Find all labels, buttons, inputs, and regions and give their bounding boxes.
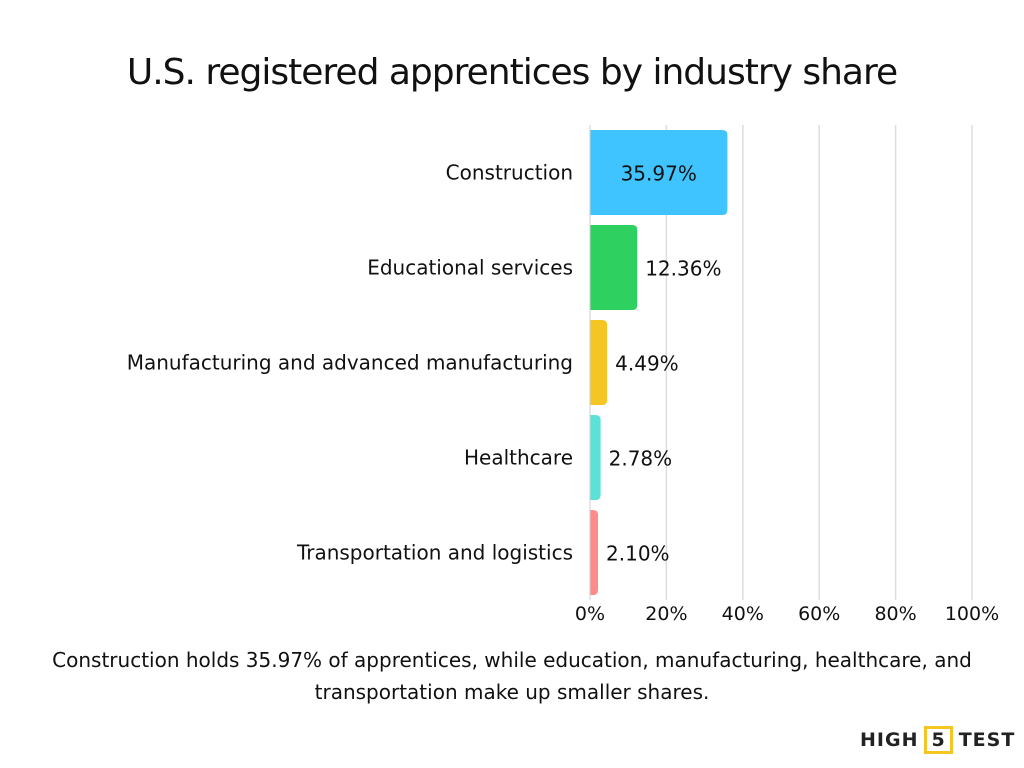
category-label: Manufacturing and advanced manufacturing xyxy=(127,351,573,375)
chart-caption: Construction holds 35.97% of apprentices… xyxy=(52,648,972,704)
data-label: 4.49% xyxy=(615,352,679,376)
x-tick-label: 100% xyxy=(945,603,999,625)
logo-text-test: TEST xyxy=(958,729,1016,751)
category-label: Construction xyxy=(446,161,573,185)
data-label: 35.97% xyxy=(621,162,697,186)
data-label: 12.36% xyxy=(645,257,721,281)
category-label: Educational services xyxy=(367,256,573,280)
chart-title: U.S. registered apprentices by industry … xyxy=(126,52,898,93)
category-label: Healthcare xyxy=(464,446,573,470)
bar xyxy=(590,510,599,595)
x-tick-label: 20% xyxy=(645,603,687,625)
x-tick-label: 0% xyxy=(575,603,605,625)
logo-text-high: HIGH xyxy=(860,729,919,751)
category-label: Transportation and logistics xyxy=(296,541,573,565)
data-label: 2.10% xyxy=(606,542,670,566)
data-label: 2.78% xyxy=(609,447,673,471)
bar xyxy=(590,415,601,500)
x-tick-label: 60% xyxy=(798,603,840,625)
bar xyxy=(590,320,608,405)
logo-text-five: 5 xyxy=(924,726,953,754)
x-tick-label: 80% xyxy=(874,603,916,625)
x-tick-label: 40% xyxy=(722,603,764,625)
bar xyxy=(590,225,638,310)
bar xyxy=(590,130,728,215)
brand-logo: HIGH 5 TEST xyxy=(860,726,1015,754)
